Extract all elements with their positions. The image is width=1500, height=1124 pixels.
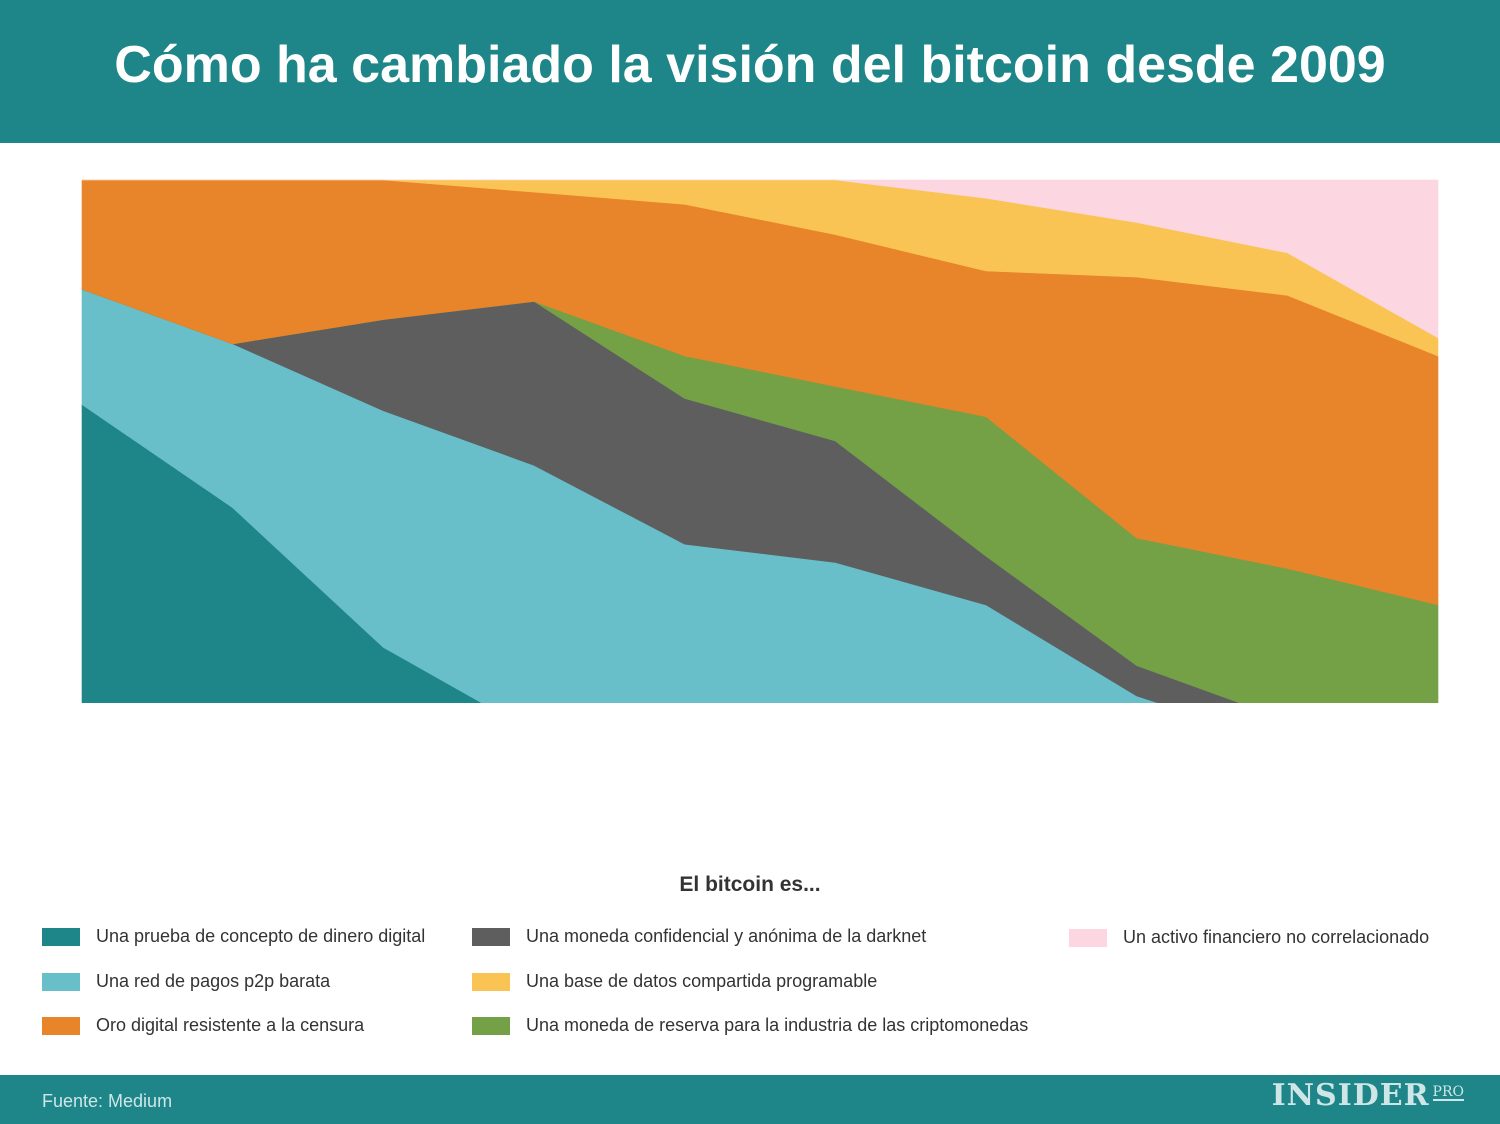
legend-title: El bitcoin es... xyxy=(679,873,821,896)
legend-label: Una base de datos compartida programable xyxy=(526,971,878,991)
legend-label: Una prueba de concepto de dinero digital xyxy=(96,926,426,946)
legend-label: Una moneda de reserva para la industria … xyxy=(526,1015,1029,1035)
legend-item-moneda-reserva: Una moneda de reserva para la industria … xyxy=(472,1015,1028,1036)
legend-swatch xyxy=(42,927,80,946)
legend-swatch xyxy=(472,927,510,946)
source-note: Fuente: Medium xyxy=(42,1091,173,1111)
legend-swatch xyxy=(472,1016,510,1035)
legend-swatch xyxy=(1069,928,1107,947)
area-series-6 xyxy=(82,179,1439,339)
legend-item-activo-financiero: Un activo financiero no correlacionado xyxy=(1069,927,1429,948)
logo-pro-mark: PRO xyxy=(1432,1084,1464,1101)
footer-bar: Fuente: Medium INSIDER PRO xyxy=(0,1075,1500,1124)
legend-item-oro-digital: Oro digital resistente a la censura xyxy=(42,1015,364,1036)
chart-title: Cómo ha cambiado la visión del bitcoin d… xyxy=(114,35,1386,94)
legend-label: Un activo financiero no correlacionado xyxy=(1123,927,1430,947)
legend-label: Una moneda confidencial y anónima de la … xyxy=(526,926,927,946)
stacked-area-chart: 2009201020112012201320142015201620172018 xyxy=(81,179,1439,703)
header-bar: Cómo ha cambiado la visión del bitcoin d… xyxy=(0,0,1500,143)
legend-swatch xyxy=(472,972,510,991)
legend-label: Una red de pagos p2p barata xyxy=(96,971,331,991)
legend-item-base-datos: Una base de datos compartida programable xyxy=(472,971,877,992)
legend-label: Oro digital resistente a la censura xyxy=(96,1015,365,1035)
legend-swatch xyxy=(42,972,80,991)
logo-wordmark: INSIDER xyxy=(1271,1078,1430,1113)
legend-item-prueba-concepto: Una prueba de concepto de dinero digital xyxy=(42,926,425,947)
legend-swatch xyxy=(42,1016,80,1035)
legend-item-red-pagos: Una red de pagos p2p barata xyxy=(42,971,330,992)
legend-item-darknet: Una moneda confidencial y anónima de la … xyxy=(472,926,926,947)
insider-pro-logo: INSIDER PRO xyxy=(1272,1078,1464,1113)
